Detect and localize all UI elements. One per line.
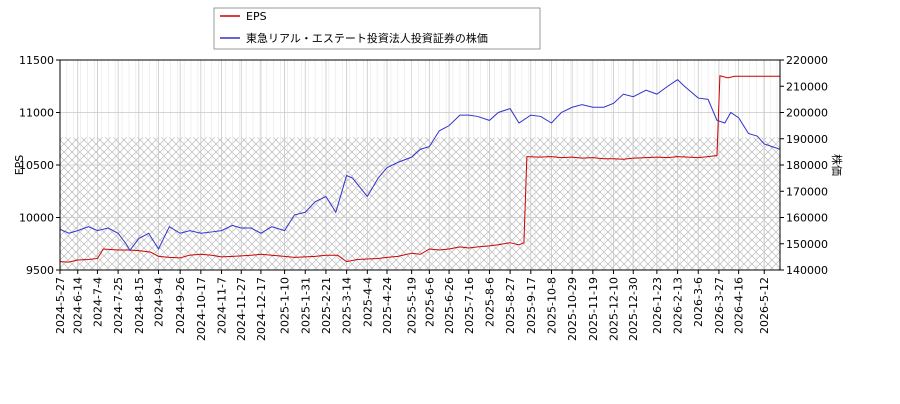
y-right-tick-label: 210000: [786, 80, 828, 93]
x-tick-label: 2024-10-17: [195, 277, 208, 341]
y-axis-left-label: EPS: [13, 155, 26, 176]
series-lines: [60, 75, 780, 263]
y-left-tick-label: 11000: [19, 107, 54, 120]
series-line-price: [60, 79, 780, 252]
x-tick-label: 2024-7-4: [91, 277, 104, 327]
x-tick-label: 2024-7-25: [112, 277, 125, 334]
y-left-tick-label: 9500: [26, 264, 54, 277]
y-axis-left: 9500 10000 10500 11000 11500: [19, 54, 60, 277]
y-right-tick-label: 190000: [786, 133, 828, 146]
y-left-tick-label: 10000: [19, 212, 54, 225]
x-tick-label: 2024-5-27: [54, 277, 67, 334]
x-tick-label: 2025-12-10: [608, 277, 621, 341]
y-right-tick-label: 180000: [786, 159, 828, 172]
x-tick-label: 2025-5-19: [406, 277, 419, 334]
y-axis-right-label: 株価: [830, 154, 844, 176]
x-tick-label: 2024-11-7: [216, 277, 229, 334]
x-tick-label: 2025-1-31: [299, 277, 312, 334]
x-tick-label: 2025-11-19: [587, 277, 600, 341]
y-right-tick-label: 170000: [786, 185, 828, 198]
legend-box: [213, 7, 541, 50]
x-tick-label: 2025-8-27: [504, 277, 517, 334]
x-tick-label: 2026-5-12: [758, 277, 771, 334]
x-tick-label: 2026-3-27: [713, 277, 726, 334]
x-tick-label: 2025-12-30: [627, 277, 640, 341]
y-left-tick-label: 10500: [19, 159, 54, 172]
x-tick-label: 2024-11-27: [235, 277, 248, 341]
x-tick-label: 2026-4-16: [733, 277, 746, 334]
y-right-tick-label: 220000: [786, 54, 828, 67]
y-left-tick-label: 11500: [19, 54, 54, 67]
y-right-tick-label: 160000: [786, 212, 828, 225]
legend-label-eps: EPS: [246, 10, 267, 23]
x-tick-label: 2025-10-29: [566, 277, 579, 341]
x-tick-label: 2025-6-6: [423, 277, 436, 327]
x-tick-label: 2025-2-21: [320, 277, 333, 334]
x-tick-label: 2025-10-8: [545, 277, 558, 334]
y-right-tick-label: 140000: [786, 264, 828, 277]
y-axis-right: 140000 150000 160000 170000 180000 190000 2000…: [780, 54, 828, 277]
y-right-tick-label: 200000: [786, 107, 828, 120]
x-tick-label: 2025-4-24: [381, 277, 394, 334]
x-tick-label: 2026-3-6: [692, 277, 705, 327]
x-tick-label: 2025-8-6: [483, 277, 496, 327]
x-axis: 2024-5-27 2024-6-14 2024-7-4 2024-7-25 2024-…: [54, 270, 771, 341]
x-tick-label: 2025-3-14: [341, 277, 354, 334]
x-tick-label: 2026-1-23: [651, 277, 664, 334]
series-line-eps: [60, 75, 780, 263]
x-tick-label: 2025-1-10: [279, 277, 292, 334]
x-tick-label: 2025-7-16: [463, 277, 476, 334]
x-tick-label: 2024-12-17: [255, 277, 268, 341]
x-tick-label: 2025-6-26: [443, 277, 456, 334]
x-tick-label: 2025-9-17: [525, 277, 538, 334]
y-right-tick-label: 150000: [786, 238, 828, 251]
x-tick-label: 2024-9-4: [152, 277, 165, 327]
x-tick-label: 2025-4-4: [361, 277, 374, 327]
x-tick-label: 2026-2-13: [672, 277, 685, 334]
x-tick-label: 2024-9-26: [174, 277, 187, 334]
legend-label-price: 東急リアル・エステート投資法人投資証券の株価: [246, 31, 488, 45]
x-tick-label: 2024-6-14: [72, 277, 85, 334]
x-tick-label: 2024-8-15: [133, 277, 146, 334]
legend: EPS 東急リアル・エステート投資法人投資証券の株価: [213, 7, 541, 50]
